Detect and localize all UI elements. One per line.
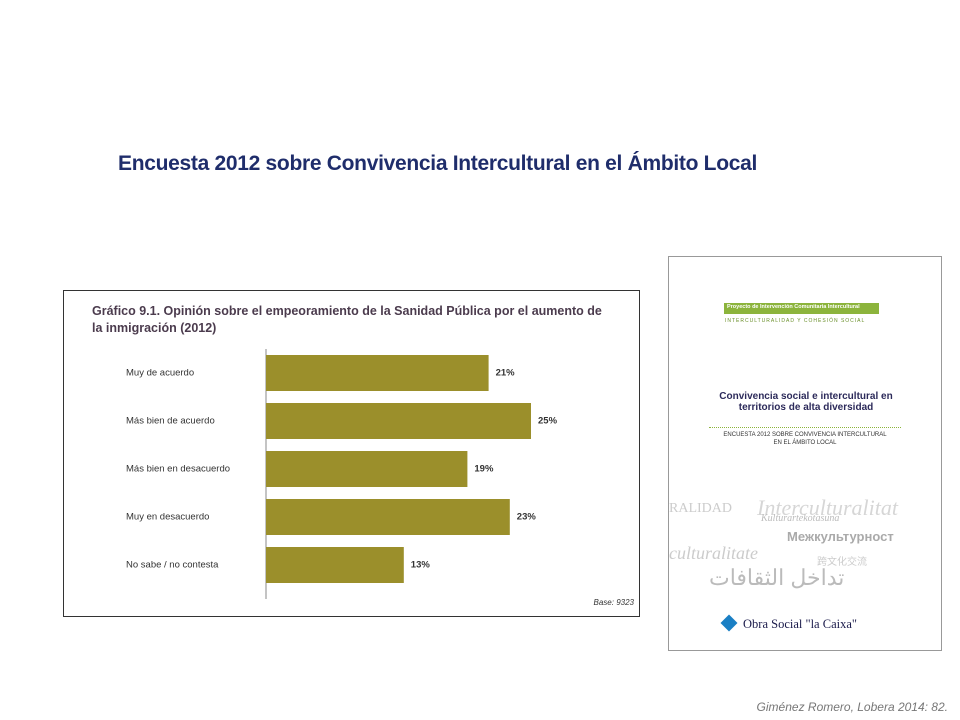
book-cover: Proyecto de Intervención Comunitaria Int… [668, 256, 942, 651]
bar [266, 451, 468, 487]
value-label: 13% [411, 560, 431, 571]
cover-word: Interculturalitat [757, 495, 898, 520]
cover-survey: ENCUESTA 2012 SOBRE CONVIVENCIA INTERCUL… [723, 432, 887, 446]
cover-word: culturalitate [669, 543, 758, 563]
cover-word: Межкультурност [787, 529, 894, 544]
cover-project: Proyecto de Intervención Comunitaria Int… [727, 304, 860, 310]
bar [266, 403, 531, 439]
cover-word: RALIDAD [669, 501, 732, 516]
cover-title: Convivencia social e intercultural en te… [719, 391, 893, 413]
value-label: 21% [496, 368, 516, 379]
category-label: Más bien en desacuerdo [126, 464, 230, 475]
category-label: Muy de acuerdo [126, 368, 194, 379]
citation: Giménez Romero, Lobera 2014: 82. [756, 700, 948, 714]
category-label: No sabe / no contesta [126, 560, 219, 571]
cover-word: تداخل الثقافات [709, 565, 845, 590]
value-label: 25% [538, 416, 558, 427]
bar [266, 355, 489, 391]
value-label: 19% [474, 464, 494, 475]
bar [266, 547, 404, 583]
chart-title: Gráfico 9.1. Opinión sobre el empeoramie… [92, 304, 602, 335]
chart-panel: Gráfico 9.1. Opinión sobre el empeoramie… [63, 290, 640, 617]
cover-publisher: Obra Social "la Caixa" [743, 617, 857, 631]
value-label: 23% [517, 512, 537, 523]
chart-note: Base: 9323 [594, 598, 635, 607]
cover-word: Kulturartekotasuna [761, 513, 840, 524]
bar [266, 499, 510, 535]
category-label: Muy en desacuerdo [126, 512, 209, 523]
chart: Muy de acuerdo 21% Más bien de acuerdo 25% M… [126, 349, 635, 607]
category-label: Más bien de acuerdo [126, 416, 215, 427]
slide-title: Encuesta 2012 sobre Convivencia Intercul… [118, 152, 758, 175]
cover-word: 跨文化交流 [817, 557, 867, 568]
cover-subtitle: INTERCULTURALIDAD Y COHESIÓN SOCIAL [725, 318, 866, 324]
